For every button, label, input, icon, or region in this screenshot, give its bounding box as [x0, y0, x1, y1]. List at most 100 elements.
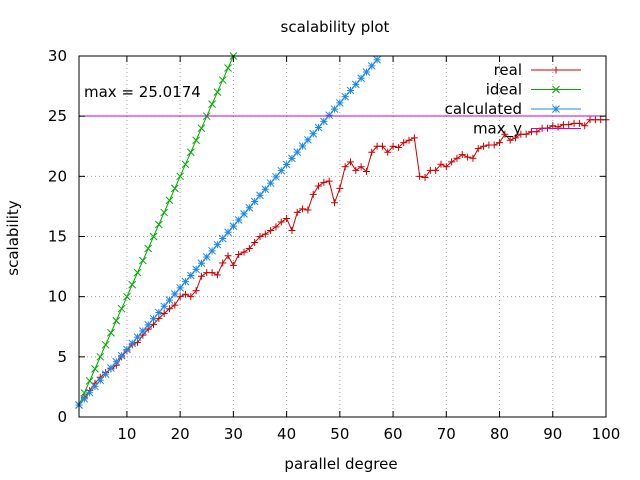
data-point — [314, 123, 323, 132]
data-point — [405, 136, 413, 144]
data-point — [229, 261, 237, 269]
data-point — [208, 269, 216, 277]
data-point — [352, 166, 360, 174]
data-point — [181, 290, 189, 298]
data-point — [261, 230, 269, 238]
data-point — [176, 172, 184, 181]
data-point — [458, 151, 466, 159]
data-point — [501, 130, 509, 138]
data-point — [101, 370, 110, 379]
data-point — [575, 119, 583, 127]
data-point — [357, 74, 365, 83]
x-tick-label: 60 — [384, 425, 403, 443]
legend-item: real — [494, 61, 581, 79]
data-point — [288, 226, 296, 234]
data-point — [362, 168, 370, 176]
data-point — [176, 284, 184, 292]
legend-label: calculated — [445, 100, 522, 118]
data-point — [235, 251, 243, 259]
data-point — [139, 256, 147, 265]
data-point — [267, 226, 275, 234]
y-tick-label: 15 — [48, 228, 67, 246]
data-point — [373, 55, 381, 64]
legend-item: calculated — [445, 100, 581, 118]
data-point — [351, 80, 360, 89]
data-point — [192, 287, 200, 295]
axis-ticks: 10 20 30 40 50 60 70 80 90 100 0 5 10 15 20 25 30 — [48, 47, 620, 443]
data-point — [272, 223, 280, 231]
data-point — [128, 339, 137, 348]
data-point — [245, 203, 254, 212]
x-tick-label: 50 — [330, 425, 349, 443]
x-tick-label: 80 — [490, 425, 509, 443]
data-point — [229, 222, 238, 231]
data-point — [133, 333, 142, 341]
data-point — [250, 197, 259, 206]
data-point — [224, 228, 232, 237]
data-point — [384, 148, 392, 156]
data-point — [112, 316, 121, 325]
data-point — [277, 166, 286, 175]
data-point — [197, 124, 206, 133]
data-point — [315, 182, 323, 190]
data-point — [187, 293, 195, 301]
data-point — [581, 122, 589, 130]
data-point — [181, 160, 190, 169]
data-point — [325, 177, 333, 185]
data-point — [107, 364, 115, 372]
data-point — [357, 163, 365, 171]
x-tick-label: 70 — [437, 425, 456, 443]
data-point — [522, 130, 530, 138]
data-point — [362, 68, 371, 76]
data-point — [512, 134, 520, 142]
data-point — [197, 272, 205, 280]
data-point — [139, 327, 147, 335]
data-point — [346, 158, 354, 166]
data-point — [432, 166, 440, 174]
series-line — [78, 55, 234, 406]
data-point — [400, 139, 408, 147]
data-point — [208, 100, 216, 108]
y-tick-label: 10 — [48, 288, 67, 306]
data-point — [506, 136, 514, 144]
data-point — [335, 99, 344, 107]
data-point — [165, 196, 174, 205]
data-point — [266, 179, 275, 187]
data-point — [389, 142, 397, 150]
data-point — [416, 172, 424, 180]
data-point — [554, 123, 562, 131]
legend-item: ideal — [486, 81, 581, 99]
data-point — [453, 154, 461, 162]
data-point — [154, 220, 163, 229]
data-point — [448, 158, 456, 166]
data-point — [309, 129, 318, 138]
data-point — [240, 248, 248, 256]
data-point — [128, 280, 137, 289]
data-point — [304, 136, 312, 144]
y-tick-label: 20 — [48, 167, 67, 185]
data-point — [261, 185, 270, 194]
data-point — [251, 239, 259, 247]
data-point — [256, 191, 264, 200]
data-point — [336, 184, 344, 192]
data-point — [213, 240, 222, 249]
data-point — [91, 382, 99, 391]
data-point — [325, 111, 334, 120]
data-point — [107, 328, 115, 337]
y-tick-label: 0 — [57, 408, 67, 426]
x-tick-label: 100 — [592, 425, 621, 443]
y-tick-label: 30 — [48, 47, 67, 65]
data-point — [367, 62, 376, 70]
data-point — [437, 160, 445, 168]
data-point — [117, 351, 126, 360]
data-point — [378, 142, 386, 150]
data-point — [394, 143, 402, 151]
chart-title: scalability plot — [281, 18, 390, 36]
data-point — [85, 388, 94, 397]
data-point — [186, 271, 195, 280]
data-point — [202, 253, 211, 261]
data-point — [96, 352, 105, 361]
data-point — [245, 245, 253, 253]
data-point — [144, 244, 153, 253]
